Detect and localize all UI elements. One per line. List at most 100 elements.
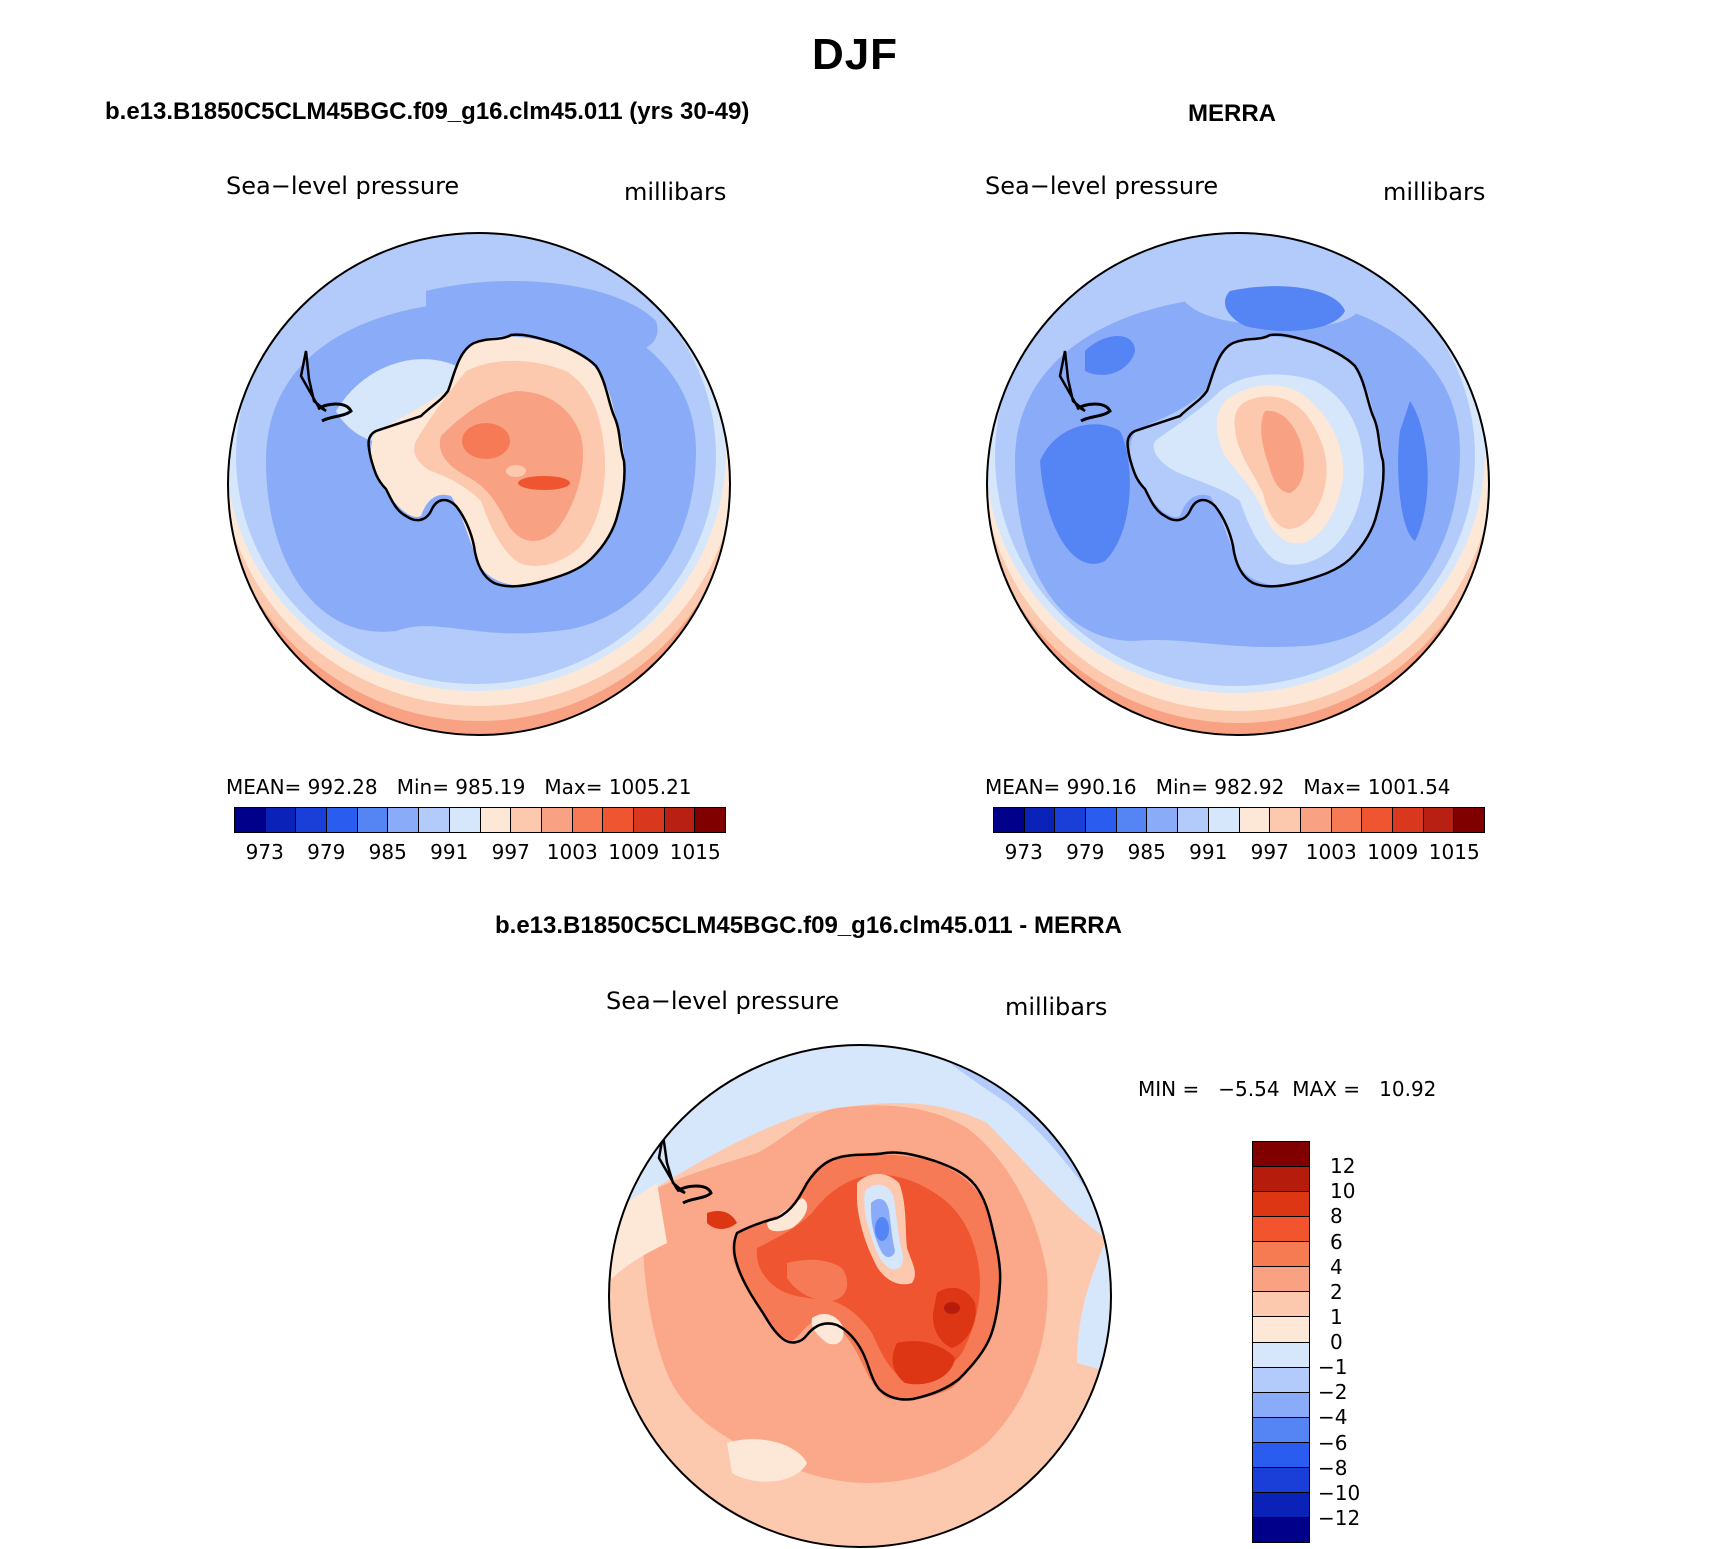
map-model-slp	[227, 232, 731, 736]
map-difference-slp	[608, 1044, 1112, 1548]
colorbar-model	[234, 807, 726, 833]
diff-panel-title: b.e13.B1850C5CLM45BGC.f09_g16.clm45.011 …	[495, 912, 1122, 939]
colorbar-swatch	[1454, 808, 1484, 832]
colorbar-swatch	[1300, 808, 1332, 832]
colorbar-swatch	[1253, 1242, 1309, 1268]
colorbar-tick-label: 973	[1004, 840, 1043, 864]
colorbar-tick-label: 973	[245, 840, 284, 864]
colorbar-swatch	[327, 808, 358, 832]
colorbar-difference	[1252, 1141, 1310, 1543]
colorbar-tick-label: 1015	[669, 840, 721, 864]
colorbar-swatch	[1253, 1392, 1309, 1418]
colorbar-tick-label: −6	[1318, 1430, 1348, 1455]
colorbar-merra	[993, 807, 1485, 833]
colorbar-swatch	[1116, 808, 1148, 832]
colorbar-swatch	[603, 808, 634, 832]
colorbar-swatch	[633, 808, 665, 832]
figure-title: DJF	[811, 30, 899, 79]
panel-merra-variable-label: Sea−level pressure	[985, 172, 1219, 200]
colorbar-swatch	[1253, 1492, 1309, 1518]
panel-merra-units-label: millibars	[1383, 178, 1486, 206]
panel-merra-stats: MEAN= 990.16 Min= 982.92 Max= 1001.54	[985, 775, 1451, 799]
colorbar-swatch	[1362, 808, 1393, 832]
colorbar-swatch	[1253, 1342, 1309, 1368]
colorbar-tick-label: 991	[1189, 840, 1228, 864]
colorbar-swatch	[1253, 1142, 1309, 1168]
colorbar-swatch	[235, 808, 266, 832]
colorbar-swatch	[1178, 808, 1209, 832]
colorbar-tick-label: −1	[1318, 1355, 1348, 1380]
colorbar-tick-label: 10	[1330, 1179, 1356, 1204]
colorbar-tick-label: −10	[1318, 1480, 1361, 1505]
colorbar-tick-label: 4	[1330, 1254, 1343, 1279]
colorbar-swatch	[1253, 1167, 1309, 1193]
diff-panel-units-label: millibars	[1005, 993, 1108, 1021]
panel-model-stats: MEAN= 992.28 Min= 985.19 Max= 1005.21	[226, 775, 692, 799]
colorbar-tick-label: 997	[1250, 840, 1289, 864]
panel-model-variable-label: Sea−level pressure	[226, 172, 460, 200]
colorbar-swatch	[1331, 808, 1363, 832]
colorbar-swatch	[1253, 1467, 1309, 1493]
colorbar-swatch	[1253, 1367, 1309, 1393]
colorbar-difference-ticks: 12 10 8 6 4 2 1 0 −1 −2 −4 −6 −8 −10 −12	[1318, 1141, 1398, 1543]
panel-model-title: b.e13.B1850C5CLM45BGC.f09_g16.clm45.011 …	[105, 98, 750, 125]
colorbar-tick-label: −12	[1318, 1505, 1361, 1530]
diff-panel-variable-label: Sea−level pressure	[606, 987, 840, 1015]
colorbar-swatch	[664, 808, 696, 832]
colorbar-tick-label: 0	[1330, 1330, 1343, 1354]
colorbar-swatch	[1270, 808, 1301, 832]
colorbar-swatch	[449, 808, 481, 832]
colorbar-tick-label: 8	[1330, 1204, 1343, 1229]
colorbar-swatch	[1392, 808, 1424, 832]
colorbar-swatch	[1086, 808, 1117, 832]
colorbar-tick-label: 979	[307, 840, 346, 864]
colorbar-swatch	[1253, 1417, 1309, 1443]
colorbar-swatch	[1239, 808, 1271, 832]
colorbar-swatch	[1253, 1292, 1309, 1318]
colorbar-swatch	[1208, 808, 1240, 832]
panel-merra-title: MERRA	[1188, 100, 1276, 127]
colorbar-model-ticks: 973 979 985 991 997 1003 1009 1015	[234, 840, 726, 866]
colorbar-tick-label: 979	[1066, 840, 1105, 864]
colorbar-tick-label: 1009	[608, 840, 660, 864]
colorbar-swatch	[541, 808, 573, 832]
colorbar-swatch	[1253, 1317, 1309, 1343]
colorbar-swatch	[1253, 1517, 1309, 1542]
colorbar-swatch	[695, 808, 725, 832]
colorbar-tick-label: 985	[368, 840, 407, 864]
colorbar-swatch	[1253, 1267, 1309, 1293]
colorbar-swatch	[388, 808, 420, 832]
colorbar-tick-label: 12	[1330, 1154, 1356, 1179]
colorbar-swatch	[1147, 808, 1179, 832]
colorbar-tick-label: 1	[1330, 1304, 1343, 1329]
colorbar-swatch	[265, 808, 297, 832]
colorbar-swatch	[1423, 808, 1455, 832]
colorbar-swatch	[357, 808, 389, 832]
colorbar-swatch	[296, 808, 328, 832]
colorbar-merra-ticks: 973 979 985 991 997 1003 1009 1015	[993, 840, 1485, 866]
colorbar-tick-label: 1003	[1305, 840, 1357, 864]
colorbar-swatch	[1055, 808, 1087, 832]
colorbar-swatch	[572, 808, 604, 832]
colorbar-swatch	[1024, 808, 1056, 832]
colorbar-swatch	[511, 808, 542, 832]
colorbar-swatch	[480, 808, 512, 832]
colorbar-swatch	[1253, 1192, 1309, 1218]
colorbar-swatch	[994, 808, 1025, 832]
colorbar-tick-label: 6	[1330, 1229, 1343, 1254]
colorbar-swatch	[419, 808, 450, 832]
colorbar-tick-label: −8	[1318, 1455, 1348, 1480]
colorbar-tick-label: 991	[430, 840, 469, 864]
map-merra-slp	[986, 232, 1490, 736]
colorbar-tick-label: 985	[1127, 840, 1166, 864]
colorbar-tick-label: 1009	[1367, 840, 1419, 864]
colorbar-tick-label: 997	[491, 840, 530, 864]
colorbar-tick-label: 1003	[546, 840, 598, 864]
panel-model-units-label: millibars	[624, 178, 727, 206]
colorbar-tick-label: 2	[1330, 1279, 1343, 1304]
colorbar-tick-label: −4	[1318, 1405, 1348, 1430]
colorbar-swatch	[1253, 1442, 1309, 1468]
colorbar-tick-label: −2	[1318, 1380, 1348, 1405]
diff-minmax-label: MIN = −5.54 MAX = 10.92	[1138, 1077, 1437, 1101]
colorbar-swatch	[1253, 1217, 1309, 1243]
